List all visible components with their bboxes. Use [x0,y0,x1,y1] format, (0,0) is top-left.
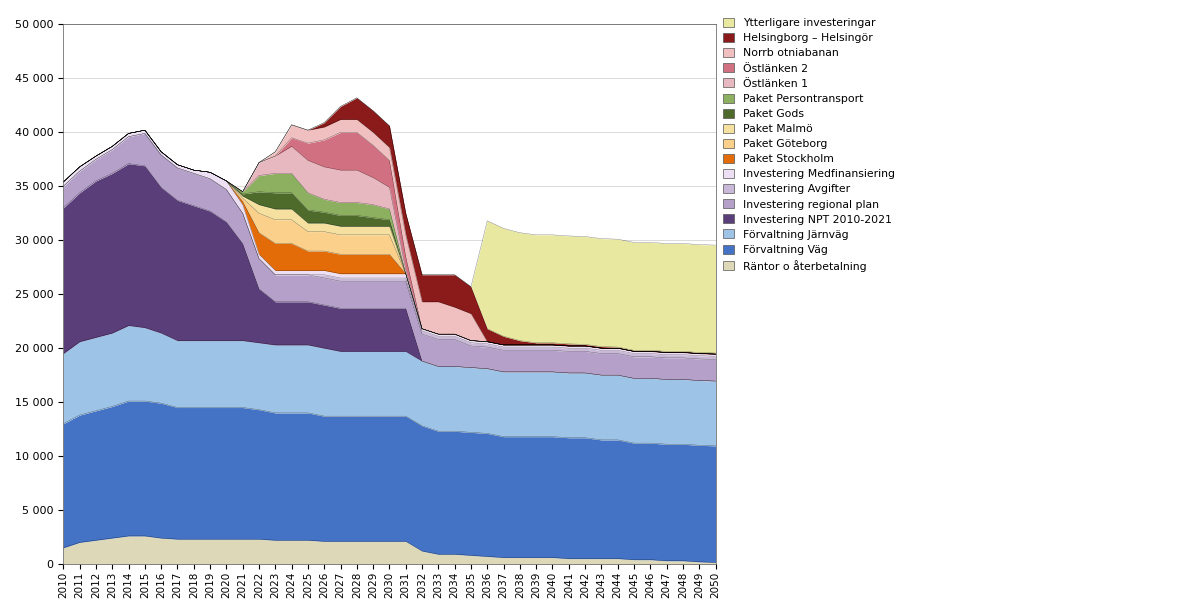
Legend: Ytterligare investeringar, Helsingborg – Helsingör, Norrb otniabanan, Östlänken : Ytterligare investeringar, Helsingborg –… [719,13,899,276]
